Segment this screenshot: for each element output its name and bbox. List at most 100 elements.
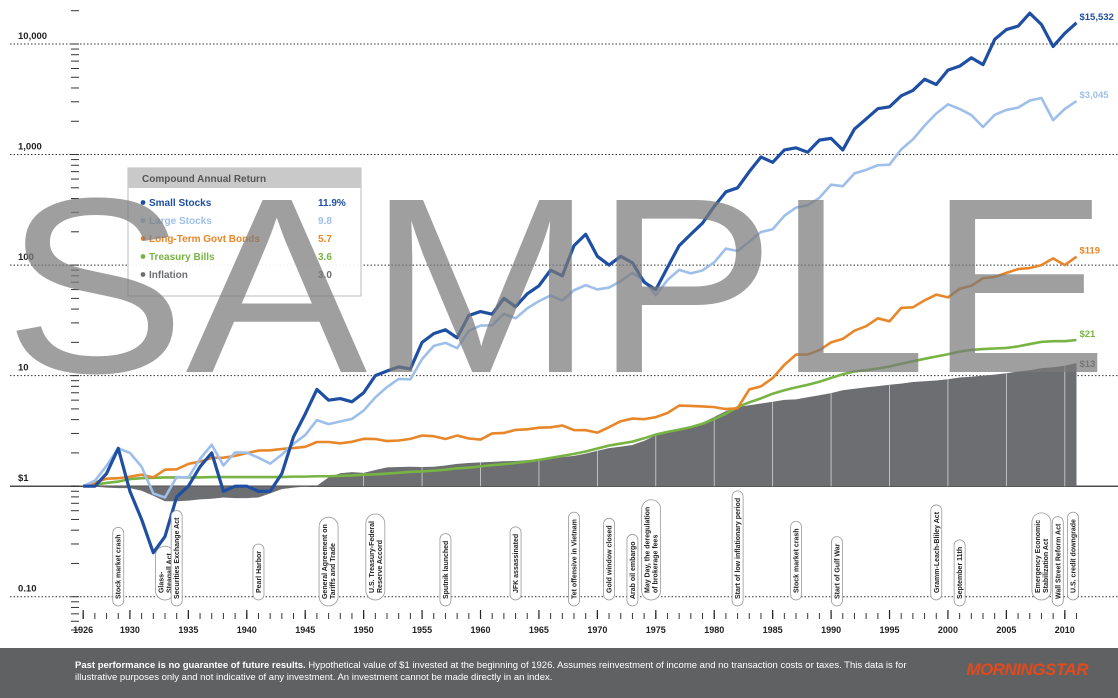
- event-bubble: [1051, 516, 1064, 607]
- legend-bullet: [140, 272, 146, 277]
- event-callout: Stock market crash: [112, 527, 125, 607]
- legend-header: [128, 168, 361, 188]
- event-label: U.S. Treasury-Federal: [369, 521, 376, 593]
- event-label: Wall Street Reform Act: [1055, 523, 1062, 599]
- x-tick-label: 2005: [996, 625, 1016, 635]
- event-label: Sputnik launched: [443, 541, 450, 599]
- event-callout: U.S. credit downgrade: [1067, 511, 1079, 601]
- event-callout: U.S. Treasury-Federal Reserve Accord: [365, 513, 386, 601]
- footer-text: Hypothetical value of $1 invested at the…: [75, 660, 907, 683]
- x-tick-label: 1995: [880, 625, 900, 635]
- event-label: General Agreement on: [322, 524, 329, 599]
- x-tick-label: 1990: [821, 625, 841, 635]
- event-bubble: [953, 539, 966, 607]
- event-bubble: [603, 517, 615, 601]
- event-callout: Start of low inflationary period: [731, 490, 744, 607]
- event-bubble: [568, 511, 580, 607]
- event-label: Securities Exchange Act: [174, 517, 181, 599]
- event-label: of brokerage fees: [653, 535, 660, 593]
- logo: MORNINGSTAR: [966, 660, 1088, 679]
- footer: Past performance is no guarantee of futu…: [0, 648, 1118, 698]
- event-label: Start of Gulf War: [834, 543, 841, 599]
- event-bubble: [170, 510, 183, 607]
- y-tick-label: 1,000: [18, 142, 42, 153]
- x-tick-label: 1975: [646, 625, 666, 635]
- event-callout: Emergency Economic Stabilization Act: [1031, 512, 1052, 601]
- legend-bullet: [140, 200, 146, 205]
- legend-bullet: [140, 236, 146, 241]
- event-label: Emergency Economic: [1035, 520, 1042, 593]
- legend-return: 11.9%: [318, 198, 346, 209]
- event-bubble: [831, 536, 843, 607]
- end-label: $119: [1079, 246, 1100, 257]
- event-callout: Stock market crash: [790, 521, 802, 601]
- event-bubble: [1031, 512, 1052, 601]
- event-label: Reserve Accord: [377, 540, 384, 593]
- legend-return: 3.0: [318, 270, 332, 281]
- end-label: $13: [1079, 359, 1095, 370]
- event-callout: Start of Gulf War: [831, 536, 843, 607]
- event-callout: Sputnik launched: [439, 533, 452, 607]
- event-label: Arab oil embargo: [630, 541, 637, 599]
- event-bubble: [252, 543, 265, 601]
- event-bubble: [1067, 511, 1079, 601]
- event-label: U.S. credit downgrade: [1070, 519, 1077, 593]
- event-bubble: [112, 527, 125, 607]
- series-line: [83, 11, 1078, 555]
- x-tick-label: 2010: [1055, 625, 1075, 635]
- footer-bold: Past performance is no guarantee of futu…: [75, 660, 306, 671]
- legend-return: 9.8: [318, 216, 332, 227]
- x-tick-label: 1950: [354, 625, 374, 635]
- event-label: Stabilization Act: [1043, 538, 1050, 593]
- event-callout: Arab oil embargo: [626, 534, 639, 607]
- event-label: Steagall Act: [166, 553, 173, 593]
- event-bubble: [626, 534, 639, 607]
- x-tick-label: 1980: [704, 625, 724, 635]
- legend-name: Long-Term Govt Bonds: [149, 234, 260, 245]
- event-callout: May Day, the deregulation of brokerage fe…: [641, 499, 662, 601]
- event-bubble: [731, 490, 744, 607]
- event-bubble: [365, 513, 386, 601]
- event-callout: JFK assassinated: [509, 526, 522, 601]
- event-bubble: [641, 499, 662, 601]
- event-label: Stock market crash: [794, 528, 801, 593]
- x-tick-label: 1935: [178, 625, 198, 635]
- event-callout: Gramm-Leach-Bliley Act: [930, 504, 943, 601]
- x-tick-label: 1926: [73, 625, 93, 635]
- end-label: $3,045: [1079, 90, 1109, 101]
- event-label: Stock market crash: [116, 534, 123, 599]
- event-label: Start of low inflationary period: [735, 498, 742, 599]
- chart: 0.10 $1 10 100 1,000 10,000 1926 1930 1935 1940 19…: [4, 10, 1118, 635]
- x-tick-label: 1945: [295, 625, 315, 635]
- event-label: Glass-: [158, 571, 165, 593]
- x-tick-label: 1965: [529, 625, 549, 635]
- x-tick-label: 2000: [938, 625, 958, 635]
- series-line: [83, 338, 1077, 488]
- y-tick-label: $1: [18, 473, 29, 484]
- event-label: September 11th: [957, 547, 964, 599]
- end-label: $21: [1079, 329, 1096, 340]
- series-line: [82, 96, 1078, 499]
- x-tick-label: 1940: [237, 625, 257, 635]
- event-label: Tariffs and Trade: [330, 543, 337, 599]
- x-tick-label: 1960: [470, 625, 490, 635]
- x-tick-label: 1930: [120, 625, 140, 635]
- legend-name: Inflation: [149, 270, 188, 281]
- event-callout: General Agreement on Tariffs and Trade: [318, 516, 339, 607]
- y-tick-label: 10,000: [18, 31, 47, 42]
- event-label: Tet offensive in Vietnam: [571, 519, 578, 599]
- event-bubble: [439, 533, 452, 607]
- legend-bullet: [140, 254, 146, 259]
- event-callout: September 11th: [953, 539, 966, 607]
- legend-name: Small Stocks: [149, 198, 212, 209]
- legend-title: Compound Annual Return: [142, 174, 266, 185]
- event-bubble: [930, 504, 943, 601]
- watermark: SAMPLE: [4, 146, 1109, 425]
- event-callout: Securities Exchange Act: [170, 510, 183, 607]
- legend-name: Large Stocks: [149, 216, 212, 227]
- legend-name: Treasury Bills: [149, 252, 215, 263]
- event-callout: Wall Street Reform Act: [1051, 516, 1064, 607]
- event-callout: Pearl Harbor: [252, 543, 265, 601]
- event-label: May Day, the deregulation: [645, 507, 652, 593]
